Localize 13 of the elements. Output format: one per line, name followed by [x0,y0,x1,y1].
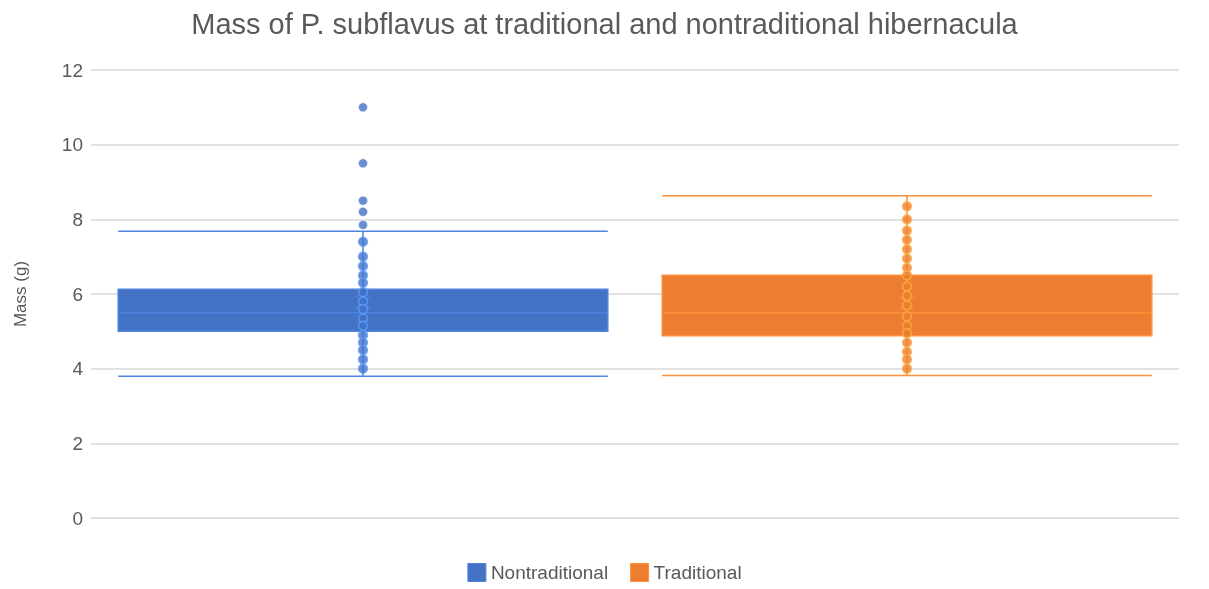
legend-label: Traditional [653,562,742,583]
y-tick-label: 6 [72,283,83,305]
legend-label: Nontraditional [490,562,609,583]
y-axis-title: Mass (g) [11,260,30,328]
y-tick-label: 10 [61,134,83,156]
y-tick-label: 0 [72,507,83,529]
y-tick-label: 12 [61,59,83,81]
point [901,354,913,365]
chart-title: Mass of P. subflavus at traditional and nontraditional hibernacula [191,7,1019,40]
y-tick-label: 8 [72,208,83,230]
y-tick-label: 2 [72,432,83,454]
point [901,363,913,374]
y-tick-label: 4 [72,358,84,380]
